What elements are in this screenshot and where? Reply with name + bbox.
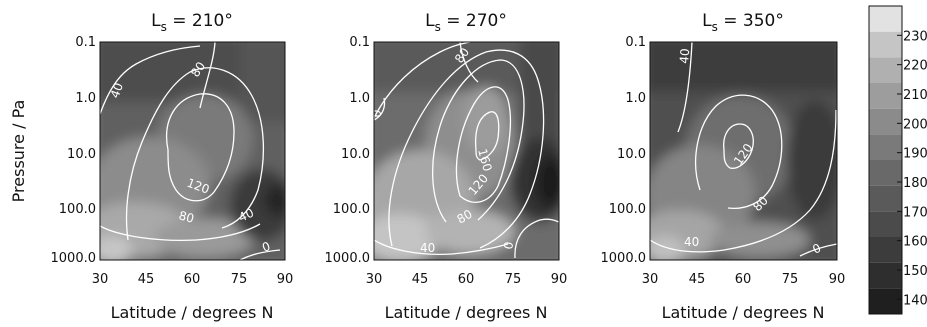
panel-1-contour-labels: 40 80 120 80 40 0 — [108, 59, 273, 255]
panel-2-frame — [373, 41, 560, 261]
y-tick-label: 0.1 — [625, 35, 646, 50]
x-tick-label: 45 — [412, 272, 429, 287]
y-tick-label: 100.0 — [609, 202, 646, 217]
panel-1-x-axis-label: Latitude / degrees N — [111, 303, 274, 322]
y-tick-label: 10.0 — [341, 147, 370, 162]
colorbar-swatch — [869, 237, 902, 263]
x-tick-label: 75 — [505, 272, 522, 287]
x-tick-label: 90 — [829, 272, 846, 287]
colorbar-tick-label: 230 — [903, 29, 927, 44]
colorbar-swatch — [869, 108, 902, 135]
colorbar-swatch — [869, 288, 902, 314]
panel-2-field: 80 0 160 120 80 40 0 — [369, 42, 559, 260]
x-tick-label: 60 — [458, 272, 475, 287]
panel-2-y-ticks: 0.1 1.0 10.0 100.0 1000.0 — [325, 35, 371, 266]
colorbar-frame — [868, 5, 903, 315]
y-tick-label: 10.0 — [617, 147, 646, 162]
colorbar-swatch — [869, 211, 902, 237]
panel-2-contour-label: 80 — [455, 207, 475, 227]
colorbar-tick-label: 190 — [903, 147, 927, 162]
x-tick-label: 45 — [138, 272, 155, 287]
panel-2-x-ticks: 30 45 60 75 90 — [366, 272, 568, 287]
x-tick-label: 75 — [231, 272, 248, 287]
colorbar-tick-label: 140 — [903, 293, 927, 308]
colorbar-swatch — [869, 57, 902, 83]
colorbar-swatch — [869, 134, 902, 160]
panel-1: Ls = 210° — [51, 11, 294, 322]
y-tick-label: 1000.0 — [51, 251, 97, 266]
colorbar-tick-label: 200 — [903, 117, 927, 132]
panel-1-contour-label: 40 — [236, 206, 256, 225]
y-tick-label: 1.0 — [625, 91, 646, 106]
x-tick-label: 30 — [642, 272, 659, 287]
y-tick-label: 100.0 — [59, 202, 96, 217]
x-tick-label: 60 — [735, 272, 752, 287]
panel-3-x-axis-label: Latitude / degrees N — [662, 303, 825, 322]
y-tick-label: 0.1 — [349, 35, 370, 50]
colorbar-tick-label: 180 — [903, 176, 927, 191]
panel-2: Ls = 270° — [325, 11, 568, 322]
panel-2-contour-label: 160 — [475, 147, 494, 173]
colorbar-swatch — [869, 160, 902, 186]
colorbar-swatch — [869, 6, 902, 32]
panel-2-contour-label: 0 — [369, 109, 384, 119]
x-tick-label: 90 — [277, 272, 294, 287]
panel-1-field: 40 80 120 80 40 0 — [100, 42, 285, 260]
panel-3: Ls = 350° 40 120 80 — [601, 11, 846, 322]
panel-2-contour-label: 40 — [420, 241, 435, 255]
colorbar-tick-label: 210 — [903, 88, 927, 103]
colorbar-tick-label: 160 — [903, 235, 927, 250]
x-tick-label: 30 — [92, 272, 109, 287]
panel-3-title: Ls = 350° — [702, 11, 784, 34]
colorbar-swatch — [869, 31, 902, 58]
y-tick-label: 1.0 — [349, 91, 370, 106]
panel-1-contour-label: 80 — [177, 208, 195, 225]
colorbar-swatch — [869, 262, 902, 289]
panel-2-title: Ls = 270° — [425, 11, 507, 34]
y-tick-label: 10.0 — [67, 147, 96, 162]
y-tick-label: 1000.0 — [325, 251, 371, 266]
colorbar: 140 150 160 170 180 190 200 210 220 230 — [868, 5, 927, 315]
x-tick-label: 75 — [782, 272, 799, 287]
panel-3-field: 40 120 80 40 0 — [650, 42, 837, 260]
panel-3-contour-label: 40 — [677, 48, 692, 64]
panel-3-contour-label: 40 — [684, 235, 699, 249]
x-tick-label: 45 — [689, 272, 706, 287]
colorbar-tick-label: 170 — [903, 205, 927, 220]
panel-2-contour-label: 0 — [501, 241, 516, 251]
y-tick-label: 1.0 — [75, 91, 96, 106]
panel-1-x-ticks: 30 45 60 75 90 — [92, 272, 294, 287]
colorbar-tick-label: 150 — [903, 264, 927, 279]
panel-3-x-ticks: 30 45 60 75 90 — [642, 272, 846, 287]
colorbar-swatch — [869, 185, 902, 212]
y-tick-label: 0.1 — [75, 35, 96, 50]
x-tick-label: 30 — [366, 272, 383, 287]
panel-2-x-axis-label: Latitude / degrees N — [385, 303, 548, 322]
panel-3-frame — [649, 41, 838, 261]
x-tick-label: 90 — [551, 272, 568, 287]
panel-1-contour-label: 0 — [260, 239, 272, 255]
colorbar-swatch — [869, 83, 902, 109]
y-tick-label: 1000.0 — [601, 251, 647, 266]
panel-1-contour-label: 40 — [108, 81, 126, 100]
panel-1-y-ticks: 0.1 1.0 10.0 100.0 1000.0 — [51, 35, 97, 266]
colorbar-tick-label: 220 — [903, 59, 927, 74]
panel-1-title: Ls = 210° — [151, 11, 233, 34]
panel-3-y-ticks: 0.1 1.0 10.0 100.0 1000.0 — [601, 35, 647, 266]
y-tick-label: 100.0 — [333, 202, 370, 217]
x-tick-label: 60 — [184, 272, 201, 287]
y-axis-label: Pressure / Pa — [9, 100, 28, 203]
panel-1-frame — [99, 41, 286, 261]
